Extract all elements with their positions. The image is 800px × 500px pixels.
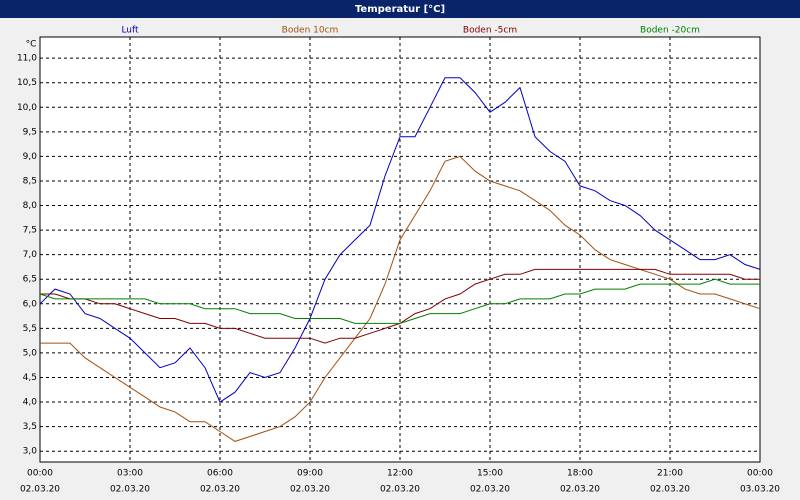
x-tick-date: 03.03.20 <box>740 485 780 495</box>
x-tick-label: 12:00 <box>387 469 413 479</box>
x-tick-label: 18:00 <box>567 469 593 479</box>
legend-entry: Boden -5cm <box>463 26 517 36</box>
x-tick-date: 02.03.20 <box>560 485 600 495</box>
y-tick-label: 6,5 <box>23 275 37 285</box>
x-tick-label: 21:00 <box>657 469 683 479</box>
x-tick-label: 00:00 <box>27 469 53 479</box>
x-tick-label: 00:00 <box>747 469 773 479</box>
legend-entry: Boden 10cm <box>282 26 339 36</box>
legend-entry: Luft <box>121 26 139 36</box>
y-tick-label: 7,5 <box>23 226 37 236</box>
y-tick-label: 4,5 <box>23 373 37 383</box>
data-line <box>39 77 761 403</box>
x-tick-date: 02.03.20 <box>380 485 420 495</box>
legend-entry: Boden -20cm <box>640 26 700 36</box>
x-tick-date: 02.03.20 <box>200 485 240 495</box>
y-tick-label: 4,0 <box>23 398 38 408</box>
y-axis-label: °C <box>26 40 37 50</box>
y-tick-label: 5,5 <box>23 324 37 334</box>
y-tick-label: 8,5 <box>23 176 37 186</box>
x-tick-date: 02.03.20 <box>110 485 150 495</box>
title-bar <box>0 0 800 18</box>
y-tick-label: 7,0 <box>23 250 38 260</box>
x-tick-label: 09:00 <box>297 469 323 479</box>
data-line <box>39 278 760 324</box>
x-tick-label: 06:00 <box>207 469 233 479</box>
y-tick-label: 3,0 <box>23 447 38 457</box>
chart-title: Temperatur [°C] <box>355 4 445 15</box>
y-tick-label: 8,0 <box>23 201 38 211</box>
y-tick-label: 5,0 <box>23 348 38 358</box>
x-tick-date: 02.03.20 <box>20 485 60 495</box>
y-tick-label: 6,0 <box>23 299 38 309</box>
x-tick-date: 02.03.20 <box>470 485 510 495</box>
y-tick-label: 9,0 <box>23 152 38 162</box>
x-tick-date: 02.03.20 <box>650 485 690 495</box>
x-tick-date: 02.03.20 <box>290 485 330 495</box>
x-tick-label: 15:00 <box>477 469 503 479</box>
y-tick-label: 10,0 <box>17 103 37 113</box>
y-tick-label: 3,5 <box>23 422 37 432</box>
y-tick-label: 9,5 <box>23 127 37 137</box>
y-tick-label: 11,0 <box>17 54 37 64</box>
x-tick-label: 03:00 <box>117 469 143 479</box>
y-tick-label: 10,5 <box>17 78 37 88</box>
